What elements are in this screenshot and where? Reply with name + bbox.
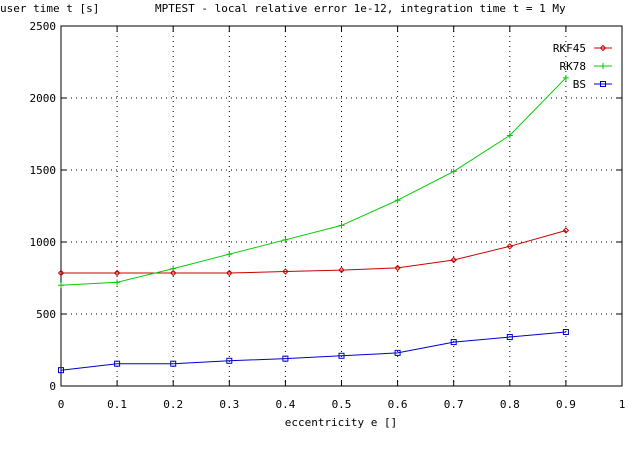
data-point-rk78 xyxy=(114,279,121,286)
legend-item-rk78: RK78 xyxy=(560,60,612,73)
data-point-rkf45 xyxy=(226,269,233,277)
data-point-rkf45 xyxy=(394,264,401,272)
data-point-rkf45 xyxy=(450,256,457,264)
chart-title: MPTEST - local relative error 1e-12, int… xyxy=(155,2,566,15)
y-tick-label: 1500 xyxy=(30,164,57,177)
data-point-rk78 xyxy=(394,197,401,204)
data-point-rkf45 xyxy=(169,269,177,277)
y-tick-label: 0 xyxy=(49,380,56,393)
data-point-rkf45 xyxy=(338,266,345,274)
data-point-bs xyxy=(226,357,233,364)
data-point-rkf45 xyxy=(57,269,65,277)
data-point-rk78 xyxy=(170,265,177,272)
x-tick-label: 1 xyxy=(619,398,626,411)
grid xyxy=(61,26,622,386)
y-axis-label: user time t [s] xyxy=(0,2,99,15)
legend: RKF45 RK78 BS xyxy=(553,42,612,91)
data-point-bs xyxy=(562,329,569,335)
series-line-rkf45 xyxy=(61,230,567,274)
data-point-bs xyxy=(170,360,177,367)
data-point-rk78 xyxy=(282,236,289,243)
data-point-rk78 xyxy=(562,74,569,81)
data-point-rk78 xyxy=(506,132,513,139)
data-point-rk78 xyxy=(450,168,457,175)
legend-item-rkf45: RKF45 xyxy=(553,42,612,55)
legend-label: BS xyxy=(573,78,586,91)
series-rk78 xyxy=(58,74,569,289)
x-tick-label: 0.3 xyxy=(219,398,239,411)
data-point-rk78 xyxy=(338,222,345,229)
legend-label: RK78 xyxy=(560,60,587,73)
plot-frame xyxy=(60,25,623,387)
data-point-bs xyxy=(114,360,121,367)
x-tick-label: 0.9 xyxy=(556,398,576,411)
y-tick-label: 2500 xyxy=(30,20,57,33)
y-tick-label: 500 xyxy=(36,308,56,321)
data-point-bs xyxy=(338,352,345,359)
x-axis-label: eccentricity e [] xyxy=(285,416,398,429)
axis-ticks: 0 500 1000 1500 2000 2500 0 0.1 0.2 0.3 0.4 0.5 0.6 0… xyxy=(30,20,626,411)
legend-marker xyxy=(600,81,606,87)
data-point-bs xyxy=(282,355,289,362)
data-point-bs xyxy=(450,339,457,346)
legend-marker xyxy=(599,44,607,52)
x-tick-label: 0.2 xyxy=(163,398,183,411)
data-point-bs xyxy=(506,334,513,341)
data-point-rk78 xyxy=(226,251,233,258)
data-point-bs xyxy=(394,349,401,356)
data-point-rkf45 xyxy=(282,268,289,275)
data-point-bs xyxy=(58,367,64,374)
x-tick-label: 0 xyxy=(58,398,65,411)
x-tick-label: 0.6 xyxy=(388,398,408,411)
series-rkf45 xyxy=(57,227,570,277)
series-group xyxy=(57,74,570,374)
x-tick-label: 0.8 xyxy=(500,398,520,411)
x-tick-label: 0.4 xyxy=(275,398,295,411)
x-tick-label: 0.5 xyxy=(332,398,352,411)
data-point-rkf45 xyxy=(562,227,570,234)
series-line-bs xyxy=(60,331,566,371)
legend-label: RKF45 xyxy=(553,42,586,55)
data-point-rk78 xyxy=(58,282,64,289)
legend-marker xyxy=(600,63,606,69)
y-tick-label: 2000 xyxy=(30,92,57,105)
data-point-rkf45 xyxy=(506,243,514,250)
legend-item-bs: BS xyxy=(573,78,612,91)
series-line-rk78 xyxy=(60,77,567,286)
x-tick-label: 0.1 xyxy=(107,398,127,411)
y-tick-label: 1000 xyxy=(30,236,57,249)
x-tick-label: 0.7 xyxy=(444,398,464,411)
series-bs xyxy=(58,329,569,374)
data-point-rkf45 xyxy=(113,269,121,277)
